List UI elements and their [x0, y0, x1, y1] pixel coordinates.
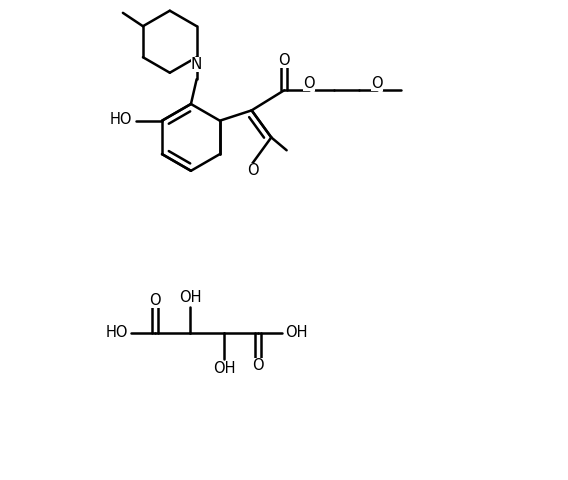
- Text: O: O: [149, 293, 161, 308]
- Text: O: O: [252, 359, 264, 373]
- Text: OH: OH: [285, 324, 307, 340]
- Text: N: N: [191, 57, 202, 72]
- Text: OH: OH: [179, 290, 202, 305]
- Text: O: O: [371, 76, 383, 91]
- Text: OH: OH: [214, 361, 236, 376]
- Text: O: O: [247, 163, 258, 178]
- Text: O: O: [278, 53, 290, 68]
- Text: HO: HO: [106, 324, 128, 340]
- Text: O: O: [303, 76, 315, 91]
- Text: HO: HO: [109, 112, 132, 127]
